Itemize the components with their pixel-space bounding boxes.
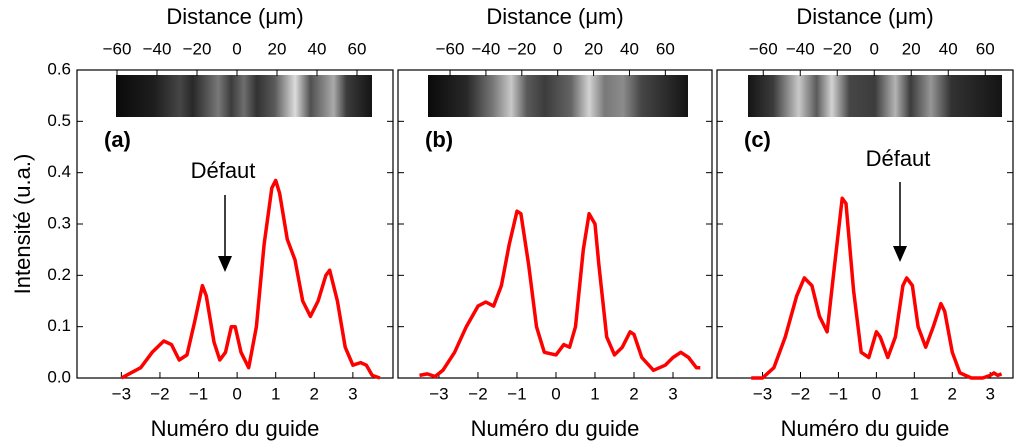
intensity-line <box>419 209 701 379</box>
x-tick-label: 3 <box>668 384 677 403</box>
x2-tick-label: 60 <box>656 39 675 58</box>
x2-tick-label: 0 <box>232 39 241 58</box>
x2-axis-label: Distance (μm) <box>796 4 933 29</box>
x2-tick-label: −40 <box>471 39 500 58</box>
x-axis-label: Numéro du guide <box>781 416 950 441</box>
x-tick-label: −3 <box>112 384 131 403</box>
x-tick-label: −2 <box>150 384 169 403</box>
x2-tick-label: 0 <box>553 39 562 58</box>
x2-tick-label: −60 <box>749 39 778 58</box>
x2-tick-label: −20 <box>183 39 212 58</box>
x-tick-label: −1 <box>507 384 526 403</box>
panel-label: (a) <box>104 127 131 152</box>
annotation: Défaut <box>191 158 256 183</box>
x-tick-label: 3 <box>348 384 357 403</box>
x2-tick-label: 20 <box>584 39 603 58</box>
x-axis-label: Numéro du guide <box>471 416 640 441</box>
x2-tick-label: 60 <box>348 39 367 58</box>
y-axis-label: Intensité (u.a.) <box>10 154 35 295</box>
panel-label: (b) <box>425 127 453 152</box>
y-tick-label: 0.5 <box>47 111 71 130</box>
x-tick-label: 1 <box>910 384 919 403</box>
intensity-line <box>751 196 1003 380</box>
x2-tick-label: −60 <box>436 39 465 58</box>
x2-tick-label: 20 <box>902 39 921 58</box>
y-tick-label: 0.3 <box>47 213 71 232</box>
x-tick-label: 0 <box>232 384 241 403</box>
x-tick-label: −1 <box>829 384 848 403</box>
x-tick-label: 1 <box>271 384 280 403</box>
panel: 0.0 0.1 0.2 0.3 0.4 0.5 0.6 −3 −2 −1 0 1 2 3 −60 −40 −20… <box>47 4 394 441</box>
x2-tick-label: 20 <box>268 39 287 58</box>
x-tick-label: 2 <box>629 384 638 403</box>
x2-tick-label: −40 <box>143 39 172 58</box>
y-tick-label: 0.1 <box>47 316 71 335</box>
intensity-image <box>748 75 1002 117</box>
x2-axis-label: Distance (μm) <box>166 4 303 29</box>
x2-tick-label: −20 <box>507 39 536 58</box>
intensity-image <box>428 75 688 117</box>
annotation: Défaut <box>866 146 931 171</box>
x2-tick-label: 40 <box>620 39 639 58</box>
x2-tick-label: −60 <box>103 39 132 58</box>
x2-tick-label: −40 <box>786 39 815 58</box>
y-tick-label: 0.6 <box>47 59 71 78</box>
x-tick-label: −3 <box>753 384 772 403</box>
y-tick-label: 0.2 <box>47 265 71 284</box>
x2-tick-label: 60 <box>976 39 995 58</box>
x2-axis-label: Distance (μm) <box>486 4 623 29</box>
intensity-line <box>120 178 381 380</box>
x-tick-label: −2 <box>791 384 810 403</box>
x2-tick-label: 40 <box>939 39 958 58</box>
y-tick-label: 0.0 <box>47 367 71 386</box>
x2-tick-label: 40 <box>308 39 327 58</box>
x-tick-label: 0 <box>551 384 560 403</box>
panel: −3 −2 −1 0 1 2 3 −60 −40 −20 0 20 40 60 Distance (μm) N… <box>716 4 1014 441</box>
arrow-head <box>218 256 232 272</box>
x-axis-label: Numéro du guide <box>151 416 320 441</box>
y-tick-label: 0.4 <box>47 162 71 181</box>
x-tick-label: 1 <box>590 384 599 403</box>
x-tick-label: 2 <box>948 384 957 403</box>
panel: −3 −2 −1 0 1 2 3 −60 −40 −20 0 20 40 60 Distance (μm) N… <box>397 4 713 441</box>
x-tick-label: −3 <box>429 384 448 403</box>
intensity-image <box>116 75 372 117</box>
x-tick-label: 2 <box>310 384 319 403</box>
x-tick-label: −1 <box>189 384 208 403</box>
x2-tick-label: −20 <box>823 39 852 58</box>
arrow-head <box>893 246 907 262</box>
x2-tick-label: 0 <box>870 39 879 58</box>
x-tick-label: 0 <box>872 384 881 403</box>
panel-label: (c) <box>744 127 771 152</box>
x-tick-label: 3 <box>985 384 994 403</box>
x-tick-label: −2 <box>468 384 487 403</box>
